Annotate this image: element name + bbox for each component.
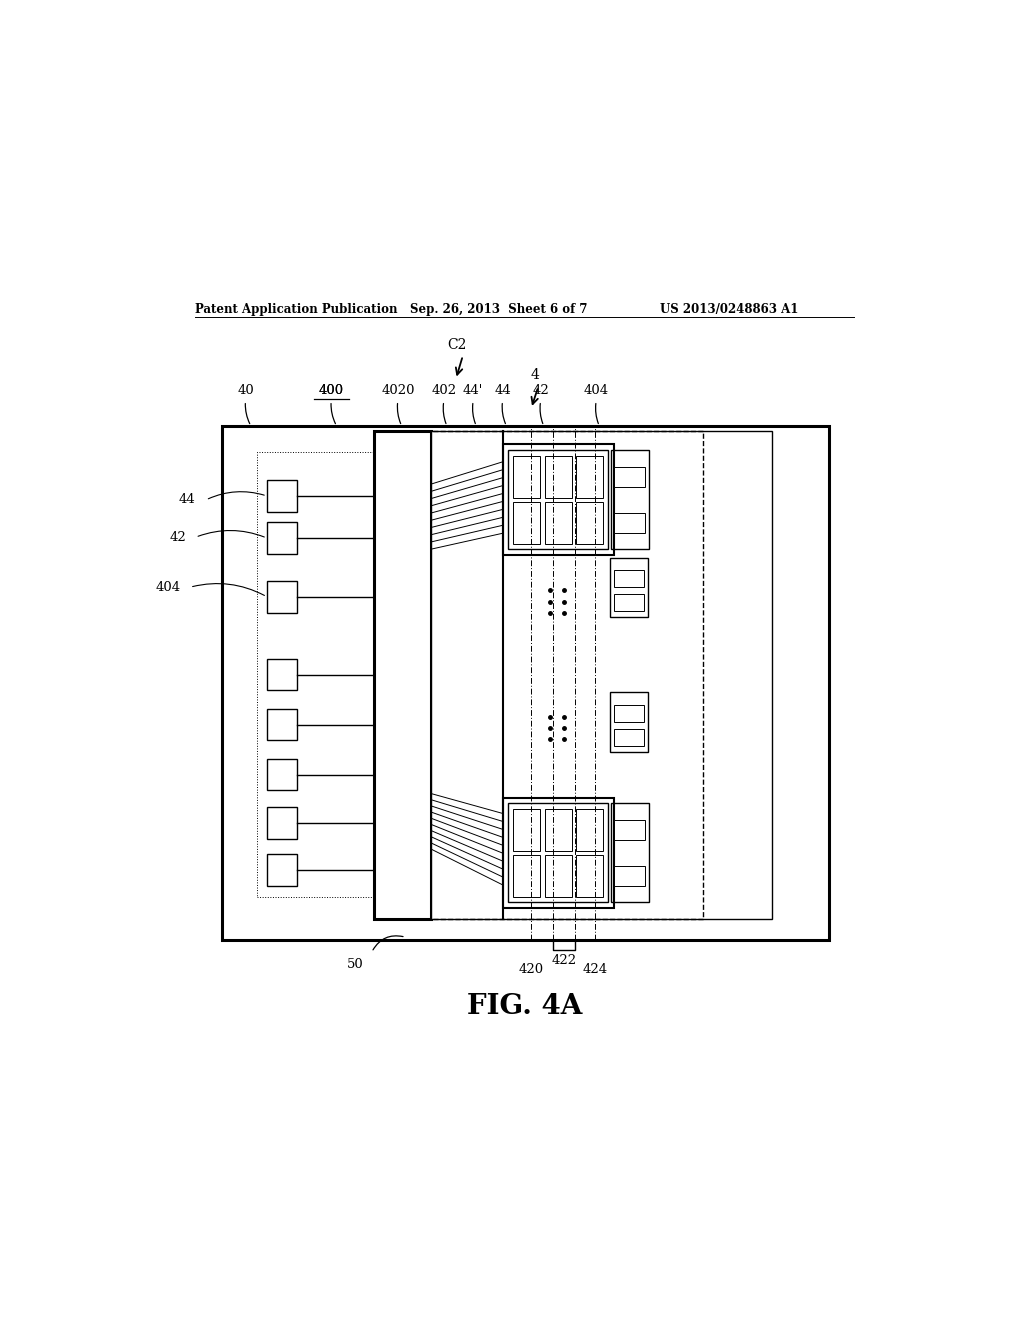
Text: US 2013/0248863 A1: US 2013/0248863 A1	[659, 304, 798, 315]
Bar	[545, 855, 571, 896]
Text: 424: 424	[583, 962, 608, 975]
Bar	[614, 467, 645, 487]
Text: 42: 42	[169, 531, 186, 544]
Bar	[577, 503, 603, 544]
Bar	[267, 759, 297, 791]
Bar	[610, 450, 649, 549]
Bar	[614, 513, 645, 533]
Bar	[374, 430, 431, 919]
Bar	[577, 809, 603, 850]
Text: 422: 422	[552, 954, 577, 966]
Bar	[508, 803, 608, 903]
Bar	[609, 558, 648, 618]
Text: 4020: 4020	[381, 384, 415, 397]
Bar	[267, 480, 297, 512]
Text: 420: 420	[518, 962, 544, 975]
Text: 50: 50	[346, 958, 364, 970]
Bar	[613, 705, 644, 722]
Bar	[513, 855, 540, 896]
Bar	[503, 797, 613, 908]
Text: 400: 400	[318, 384, 344, 397]
Bar	[513, 457, 540, 498]
Bar	[610, 803, 649, 903]
Bar	[577, 855, 603, 896]
Bar	[267, 581, 297, 612]
Bar	[577, 457, 603, 498]
Bar	[257, 453, 416, 896]
Bar	[267, 854, 297, 886]
Text: FIG. 4A: FIG. 4A	[467, 993, 583, 1020]
Bar	[513, 809, 540, 850]
Bar	[613, 594, 644, 611]
Bar	[508, 450, 608, 549]
Bar	[545, 457, 571, 498]
Text: 40: 40	[238, 384, 254, 397]
Bar	[503, 445, 613, 554]
Text: 402: 402	[431, 384, 457, 397]
Bar	[545, 809, 571, 850]
Text: 44: 44	[179, 494, 196, 507]
Bar	[609, 692, 648, 751]
Text: 42: 42	[532, 384, 549, 397]
Text: 44': 44'	[463, 384, 483, 397]
Bar	[614, 820, 645, 840]
Text: 404: 404	[584, 384, 609, 397]
Text: Sep. 26, 2013  Sheet 6 of 7: Sep. 26, 2013 Sheet 6 of 7	[410, 304, 587, 315]
Bar	[267, 807, 297, 838]
Text: 404: 404	[156, 581, 180, 594]
Bar	[267, 523, 297, 554]
Text: 400: 400	[318, 384, 344, 397]
Bar	[545, 503, 571, 544]
Bar	[614, 866, 645, 886]
Bar	[513, 503, 540, 544]
Bar	[267, 659, 297, 690]
Text: 4: 4	[530, 368, 540, 383]
Text: C2: C2	[447, 338, 467, 351]
Bar	[613, 729, 644, 746]
Text: Patent Application Publication: Patent Application Publication	[196, 304, 398, 315]
Bar	[221, 426, 828, 940]
Bar	[613, 570, 644, 587]
Text: 44: 44	[495, 384, 511, 397]
Bar	[267, 709, 297, 741]
Bar	[374, 430, 703, 919]
Bar	[431, 430, 772, 919]
